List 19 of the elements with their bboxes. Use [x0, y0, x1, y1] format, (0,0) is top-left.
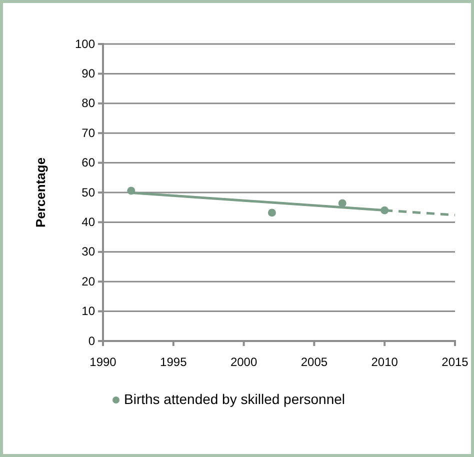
legend-label: Births attended by skilled personnel	[124, 391, 346, 407]
y-tick-label: 70	[82, 126, 96, 140]
y-tick-label: 80	[82, 96, 96, 110]
y-tick-label: 20	[82, 274, 96, 288]
y-tick-label: 0	[88, 334, 96, 348]
y-tick-label: 90	[82, 66, 96, 81]
x-tick-label: 2000	[230, 354, 258, 369]
x-tick-label: 2005	[300, 354, 328, 369]
y-tick-label: 10	[82, 304, 96, 318]
y-axis-title: Percentage	[33, 157, 48, 228]
y-tick-label: 50	[82, 185, 96, 200]
x-tick-label: 1990	[90, 354, 117, 369]
x-tick-label: 1995	[160, 354, 188, 369]
y-tick-label: 40	[82, 215, 96, 230]
x-tick-label: 2010	[371, 354, 398, 369]
y-tick-label: 30	[82, 244, 96, 259]
x-tick-label: 2015	[442, 354, 469, 369]
y-tick-label: 100	[74, 36, 96, 51]
y-tick-label: 60	[82, 156, 96, 170]
